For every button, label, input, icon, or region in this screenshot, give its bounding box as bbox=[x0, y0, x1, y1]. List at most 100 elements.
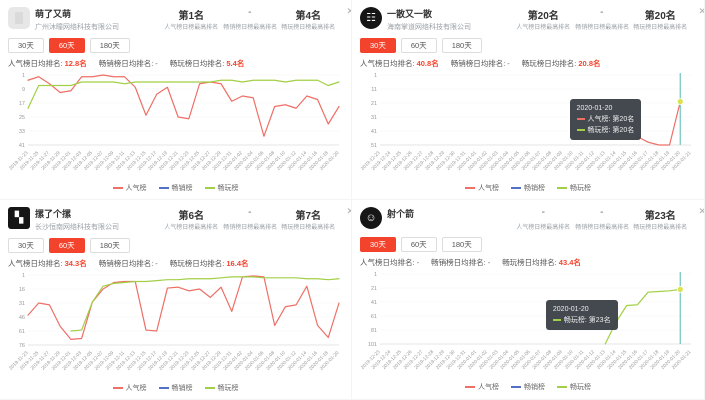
legend-item-人气榜[interactable]: 人气榜 bbox=[112, 383, 147, 393]
best-rank-label: 畅玩榜日榜最高排名 bbox=[281, 24, 336, 31]
average-rank-row: 人气榜日均排名: 34.3名 畅销榜日均排名: - 畅玩榜日均排名: 16.4名 bbox=[8, 258, 343, 269]
line-chart-svg: 1214161811012019-12-232019-12-242019-12-… bbox=[360, 271, 693, 370]
app-icon: ▒ bbox=[8, 7, 30, 29]
legend-item-畅玩榜[interactable]: 畅玩榜 bbox=[557, 382, 591, 392]
period-button-30d[interactable]: 30天 bbox=[8, 38, 44, 53]
chart-legend: 人气榜 畅销榜 畅玩榜 bbox=[8, 182, 343, 195]
legend-item-人气榜[interactable]: 人气榜 bbox=[465, 382, 499, 392]
legend-dash bbox=[465, 386, 475, 388]
best-rank-value: - bbox=[600, 7, 604, 18]
app-icon: ☷ bbox=[360, 7, 382, 29]
legend-dash bbox=[557, 187, 567, 189]
panel-header: ☷ 一散又一散 海南掌道网络科技有限公司 第20名 人气榜日榜最高排名 - 畅销榜日… bbox=[360, 7, 704, 32]
period-button-180d[interactable]: 180天 bbox=[441, 237, 482, 252]
panel-header: ▚ 摞了个摞 长沙恒南网络科技有限公司 第6名 人气榜日榜最高排名 - 畅销榜日榜最… bbox=[8, 207, 351, 232]
period-button-30d[interactable]: 30天 bbox=[8, 238, 44, 253]
best-rank-label: 畅玩榜日榜最高排名 bbox=[281, 224, 336, 231]
line-chart-svg: 19172533412019-11-232019-11-252019-11-27… bbox=[8, 73, 341, 172]
legend-dash bbox=[158, 387, 169, 389]
legend-item-畅玩榜[interactable]: 畅玩榜 bbox=[204, 383, 239, 393]
best-rank-columns: 第6名 人气榜日榜最高排名 - 畅销榜日榜最高排名 第7名 畅玩榜日榜最高排名 bbox=[160, 207, 344, 231]
avg-rank-value: 43.4名 bbox=[558, 257, 581, 267]
best-rank-label: 人气榜日榜最高排名 bbox=[164, 24, 219, 31]
legend-item-畅销榜[interactable]: 畅销榜 bbox=[158, 183, 193, 193]
best-rank-label: 畅销榜日榜最高排名 bbox=[222, 224, 277, 231]
close-icon[interactable]: ✕ bbox=[344, 207, 352, 216]
rank-trend-chart[interactable]: 1 16 31 46 61 76 2019-11-23 2019-11-25 2019-11-2… bbox=[8, 270, 346, 382]
app-company: 长沙恒南网络科技有限公司 bbox=[35, 224, 119, 231]
best-rank-label: 畅销榜日榜最高排名 bbox=[574, 24, 629, 31]
period-selector: 30天 60天 180天 bbox=[360, 38, 696, 53]
svg-text:76: 76 bbox=[19, 343, 25, 349]
close-icon[interactable]: ✕ bbox=[344, 7, 352, 16]
chart-legend: 人气榜 畅销榜 畅玩榜 bbox=[8, 382, 343, 395]
best-rank-value: 第7名 bbox=[295, 211, 322, 222]
avg-rank-label: 畅玩榜日均排名: bbox=[502, 257, 557, 267]
legend-item-人气榜[interactable]: 人气榜 bbox=[465, 183, 499, 193]
avg-rank-value: 5.4名 bbox=[226, 58, 245, 68]
best-rank-label: 畅销榜日榜最高排名 bbox=[222, 24, 277, 31]
svg-text:21: 21 bbox=[371, 101, 377, 107]
app-company: 海南掌道网络科技有限公司 bbox=[387, 24, 471, 31]
best-rank-label: 畅玩榜日榜最高排名 bbox=[633, 24, 688, 31]
period-button-180d[interactable]: 180天 bbox=[89, 238, 130, 253]
period-selector: 30天 60天 180天 bbox=[8, 38, 343, 53]
svg-text:46: 46 bbox=[19, 315, 25, 321]
avg-rank-value: - bbox=[507, 58, 510, 68]
rank-trend-chart[interactable]: 1 21 41 61 81 101 2019-12-23 2019-12-24 2019-12-… bbox=[360, 269, 698, 381]
app-title: 一散又一散 bbox=[387, 9, 433, 19]
legend-item-畅玩榜[interactable]: 畅玩榜 bbox=[204, 183, 239, 193]
svg-text:16: 16 bbox=[19, 287, 25, 293]
period-button-180d[interactable]: 180天 bbox=[89, 38, 130, 53]
period-button-30d[interactable]: 30天 bbox=[360, 237, 396, 252]
period-button-30d[interactable]: 30天 bbox=[360, 38, 396, 53]
avg-rank-value: - bbox=[487, 257, 491, 267]
rank-trend-chart[interactable]: 1 11 21 31 41 51 2019-12-23 2019-12-24 2019-12-2… bbox=[360, 70, 698, 182]
legend-item-畅销榜[interactable]: 畅销榜 bbox=[511, 183, 545, 193]
avg-rank-label: 畅玩榜日均排名: bbox=[169, 258, 225, 268]
avg-rank-value: 20.8名 bbox=[578, 58, 601, 68]
app-info: ☷ 一散又一散 海南掌道网络科技有限公司 bbox=[360, 7, 512, 32]
svg-text:101: 101 bbox=[368, 342, 377, 348]
best-rank-value: 第23名 bbox=[644, 211, 676, 222]
avg-rank-value: 40.8名 bbox=[416, 58, 439, 68]
app-trend-panel-2: ☷ 一散又一散 海南掌道网络科技有限公司 第20名 人气榜日榜最高排名 - 畅销榜日… bbox=[352, 0, 705, 200]
app-info: ☺ 射个箭 bbox=[360, 207, 512, 229]
avg-rank-label: 畅销榜日均排名: bbox=[431, 257, 486, 267]
period-button-60d[interactable]: 60天 bbox=[400, 38, 437, 53]
legend-dash bbox=[158, 187, 169, 189]
best-rank-value: 第1名 bbox=[178, 11, 205, 22]
svg-text:1: 1 bbox=[374, 272, 377, 278]
best-rank-value: 第6名 bbox=[178, 211, 205, 222]
svg-text:41: 41 bbox=[19, 143, 25, 149]
avg-rank-label: 畅销榜日均排名: bbox=[450, 58, 506, 68]
svg-text:1: 1 bbox=[22, 273, 25, 279]
legend-item-畅销榜[interactable]: 畅销榜 bbox=[158, 383, 193, 393]
legend-dash bbox=[511, 386, 521, 388]
best-rank-value: 第20名 bbox=[644, 11, 676, 22]
svg-text:41: 41 bbox=[371, 129, 377, 135]
app-title: 射个箭 bbox=[387, 209, 415, 219]
avg-rank-label: 畅销榜日均排名: bbox=[98, 258, 154, 268]
svg-text:51: 51 bbox=[371, 143, 377, 149]
period-selector: 30天 60天 180天 bbox=[360, 237, 696, 252]
period-button-180d[interactable]: 180天 bbox=[441, 38, 482, 53]
panel-header: ▒ 萌了又萌 广州沐瞳网络科技有限公司 第1名 人气榜日榜最高排名 - 畅销榜日榜最… bbox=[8, 7, 351, 32]
period-button-60d[interactable]: 60天 bbox=[400, 237, 437, 252]
app-icon: ☺ bbox=[360, 207, 382, 229]
legend-item-人气榜[interactable]: 人气榜 bbox=[112, 183, 147, 193]
legend-item-畅玩榜[interactable]: 畅玩榜 bbox=[557, 183, 591, 193]
close-icon[interactable]: ✕ bbox=[696, 7, 705, 16]
avg-rank-value: 16.4名 bbox=[226, 258, 249, 268]
svg-text:25: 25 bbox=[19, 115, 25, 121]
period-button-60d[interactable]: 60天 bbox=[48, 238, 85, 253]
rank-trend-chart[interactable]: 1 9 17 25 33 41 2019-11-23 2019-11-25 2019-11-27… bbox=[8, 70, 346, 182]
legend-dash bbox=[112, 187, 123, 189]
close-icon[interactable]: ✕ bbox=[696, 207, 705, 216]
svg-text:81: 81 bbox=[371, 328, 377, 334]
period-button-60d[interactable]: 60天 bbox=[48, 38, 85, 53]
legend-item-畅销榜[interactable]: 畅销榜 bbox=[511, 382, 545, 392]
avg-rank-label: 畅玩榜日均排名: bbox=[169, 58, 225, 68]
avg-rank-value: 34.3名 bbox=[64, 258, 87, 268]
